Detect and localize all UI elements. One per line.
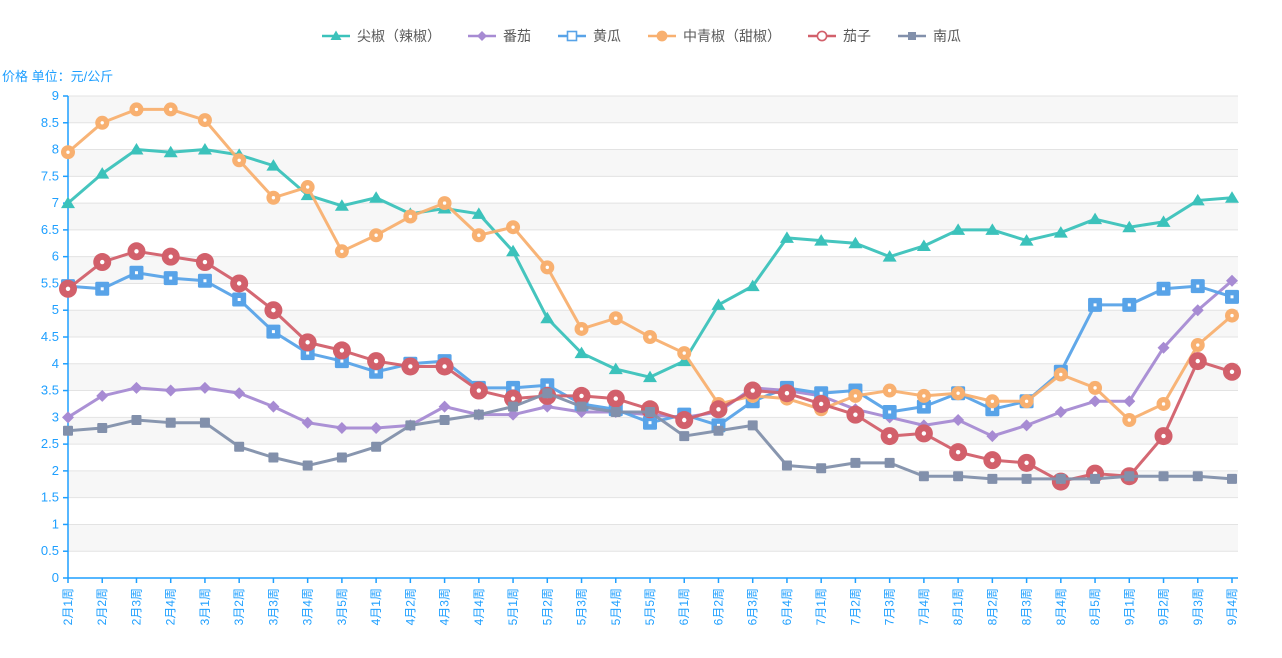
x-tick-label: 7月3周 <box>883 588 897 625</box>
series-南瓜 <box>63 388 1237 484</box>
x-tick-label: 4月1周 <box>369 588 383 625</box>
chart-legend: 尖椒（辣椒） 番茄 黄瓜 中青椒（甜椒） 茄子 南瓜 <box>0 26 1282 46</box>
x-tick-label: 7月1周 <box>814 588 828 625</box>
x-tick-label: 2月4周 <box>164 588 178 625</box>
y-tick-label: 1 <box>52 516 59 531</box>
y-tick-label: 0 <box>52 570 59 585</box>
x-tick-label: 8月1周 <box>951 588 965 625</box>
x-tick-label: 6月4周 <box>780 588 794 625</box>
series-茄子 <box>59 242 1241 491</box>
legend-item-尖椒（辣椒）[interactable]: 尖椒（辣椒） <box>321 26 441 46</box>
y-tick-label: 8 <box>52 142 59 157</box>
x-tick-label: 8月5周 <box>1088 588 1102 625</box>
y-tick-label: 6.5 <box>41 222 59 237</box>
y-tick-label: 3.5 <box>41 383 59 398</box>
legend-label: 尖椒（辣椒） <box>357 28 441 44</box>
x-tick-label: 7月2周 <box>848 588 862 625</box>
x-tick-label: 3月2周 <box>232 588 246 625</box>
x-tick-label: 2月3周 <box>129 588 143 625</box>
legend-item-黄瓜[interactable]: 黄瓜 <box>557 26 621 46</box>
x-tick-label: 3月4周 <box>301 588 315 625</box>
x-tick-label: 5月4周 <box>609 588 623 625</box>
legend-marker-square-small-icon <box>898 32 926 40</box>
x-tick-label: 4月2周 <box>403 588 417 625</box>
legend-marker-circle-big-icon <box>808 30 836 42</box>
x-tick-label: 6月2周 <box>711 588 725 625</box>
y-tick-label: 4.5 <box>41 329 59 344</box>
y-tick-label: 7 <box>52 195 59 210</box>
legend-marker-diamond-icon <box>468 31 496 41</box>
x-tick-label: 5月5周 <box>643 588 657 625</box>
x-tick-label: 5月2周 <box>540 588 554 625</box>
x-tick-label: 4月4周 <box>472 588 486 625</box>
x-tick-label: 8月3周 <box>1020 588 1034 625</box>
x-tick-label: 9月1周 <box>1122 588 1136 625</box>
y-tick-label: 2.5 <box>41 436 59 451</box>
y-tick-label: 6 <box>52 249 59 264</box>
x-tick-label: 9月2周 <box>1157 588 1171 625</box>
legend-marker-triangle-icon <box>322 30 350 40</box>
x-tick-label: 9月4周 <box>1225 588 1239 625</box>
y-tick-label: 3 <box>52 409 59 424</box>
y-tick-label: 0.5 <box>41 543 59 558</box>
x-axis: 2月1周 2月2周 2月3周 2月4周 3月1周 3月2周 3月3周 3月4周 3月5周 4月1周… <box>61 577 1239 625</box>
legend-marker-square-icon <box>558 30 586 42</box>
y-tick-label: 7.5 <box>41 168 59 183</box>
legend-item-南瓜[interactable]: 南瓜 <box>897 26 961 46</box>
x-tick-label: 2月1周 <box>61 588 75 625</box>
y-tick-label: 4 <box>52 356 59 371</box>
x-tick-label: 5月3周 <box>575 588 589 625</box>
x-tick-label: 8月4周 <box>1054 588 1068 625</box>
legend-label: 茄子 <box>843 28 871 44</box>
legend-marker-circle-icon <box>648 30 676 42</box>
y-axis: 0 0.5 1 1.5 2 2.5 3 3.5 4 4.5 5 5.5 6 6.5 7 7.5 8 8.5 9 <box>41 88 69 585</box>
x-tick-label: 4月3周 <box>438 588 452 625</box>
x-tick-label: 5月1周 <box>506 588 520 625</box>
legend-item-番茄[interactable]: 番茄 <box>467 26 531 46</box>
x-tick-label: 3月5周 <box>335 588 349 625</box>
x-tick-label: 7月4周 <box>917 588 931 625</box>
series-中青椒（甜椒） <box>61 102 1239 428</box>
x-tick-label: 6月1周 <box>677 588 691 625</box>
y-tick-label: 1.5 <box>41 490 59 505</box>
x-tick-label: 8月2周 <box>985 588 999 625</box>
legend-label: 黄瓜 <box>593 28 621 44</box>
x-tick-label: 2月2周 <box>95 588 109 625</box>
x-tick-label: 3月1周 <box>198 588 212 625</box>
legend-label: 南瓜 <box>933 28 961 44</box>
legend-item-中青椒（甜椒）[interactable]: 中青椒（甜椒） <box>647 26 781 46</box>
y-tick-label: 5 <box>52 302 59 317</box>
legend-label: 中青椒（甜椒） <box>683 28 781 44</box>
y-tick-label: 8.5 <box>41 115 59 130</box>
series-尖椒（辣椒） <box>61 143 1239 383</box>
legend-label: 番茄 <box>503 28 531 44</box>
x-tick-label: 9月3周 <box>1191 588 1205 625</box>
legend-item-茄子[interactable]: 茄子 <box>807 26 871 46</box>
y-tick-label: 5.5 <box>41 275 59 290</box>
y-axis-title: 价格 单位：元/公斤 <box>2 69 114 84</box>
y-tick-label: 9 <box>52 88 59 103</box>
x-tick-label: 3月3周 <box>266 588 280 625</box>
y-tick-label: 2 <box>52 463 59 478</box>
x-tick-label: 6月3周 <box>746 588 760 625</box>
